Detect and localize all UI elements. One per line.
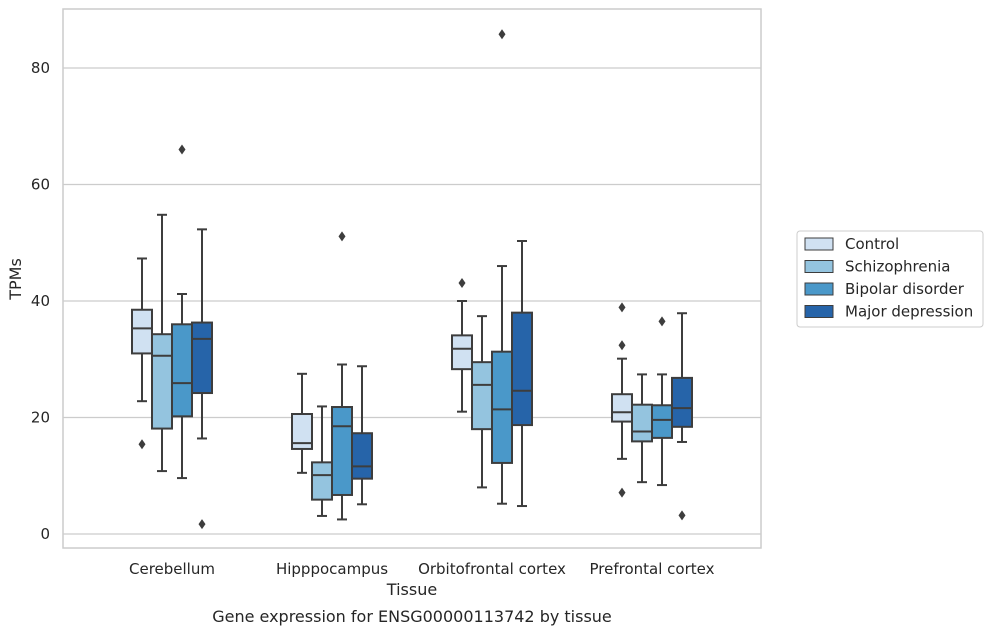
box-iqr (291, 413, 313, 450)
legend-label: Bipolar disorder (845, 280, 965, 298)
box-group (191, 228, 213, 530)
y-tick-label: 60 (31, 176, 50, 194)
outlier-point (178, 144, 186, 155)
box-group (171, 144, 193, 480)
box-group (651, 316, 673, 487)
x-tick-label: Prefrontal cortex (590, 560, 715, 578)
legend-items: Control Schizophrenia Bipolar disorder Majo… (804, 235, 973, 321)
legend-label: Major depression (845, 303, 973, 321)
y-tick-label: 20 (31, 409, 50, 427)
box-iqr (331, 406, 353, 496)
legend-label: Control (845, 235, 899, 253)
legend-swatch (804, 282, 834, 296)
y-tick-label: 80 (31, 59, 50, 77)
box-iqr (311, 461, 333, 501)
outlier-point (198, 519, 206, 530)
box-group (491, 29, 513, 505)
outlier-point (458, 277, 466, 288)
y-tick-label: 40 (31, 292, 50, 310)
x-axis-title: Tissue (386, 580, 437, 599)
box-group (611, 302, 633, 498)
boxes (131, 29, 693, 530)
plot-area-frame (62, 8, 762, 549)
box-iqr (651, 404, 673, 439)
box-iqr (131, 308, 153, 355)
box-iqr (151, 333, 173, 430)
x-tick-label: Cerebellum (129, 560, 215, 578)
box-group (671, 312, 693, 521)
legend-swatch (804, 260, 834, 273)
x-tick-label: Hipppocampus (276, 560, 388, 578)
legend-label: Schizophrenia (845, 258, 950, 276)
box-group (471, 315, 493, 489)
legend-swatch (804, 237, 834, 251)
outlier-point (618, 487, 626, 498)
outlier-point (658, 316, 666, 327)
box-iqr (671, 376, 693, 428)
grid-lines (63, 67, 761, 535)
box-iqr (451, 334, 473, 371)
legend: Control Schizophrenia Bipolar disorder Majo… (796, 230, 984, 328)
chart-caption: Gene expression for ENSG00000113742 by t… (212, 607, 612, 626)
box-group (451, 277, 473, 413)
box-group (151, 213, 173, 473)
outlier-point (618, 302, 626, 313)
y-tick-labels: 0 20 40 60 80 (31, 59, 50, 543)
box-group (511, 240, 533, 508)
outlier-point (338, 231, 346, 242)
box-iqr (611, 393, 633, 423)
box-iqr (351, 432, 373, 480)
box-iqr (471, 361, 493, 431)
box-group (291, 372, 313, 474)
outlier-point (678, 510, 686, 521)
box-group (331, 231, 353, 521)
y-axis-title: TPMs (6, 258, 25, 301)
outlier-point (498, 29, 506, 40)
y-tick-label: 0 (40, 525, 50, 543)
box-iqr (191, 321, 213, 395)
x-tick-label: Orbitofrontal cortex (418, 560, 566, 578)
box-group (311, 405, 333, 517)
box-group (351, 365, 373, 506)
legend-frame (796, 230, 984, 328)
box-iqr (631, 403, 653, 443)
box-group (131, 257, 153, 450)
box-iqr (511, 311, 533, 427)
x-tick-labels: Cerebellum Hipppocampus Orbitofrontal cort… (129, 560, 715, 578)
outlier-point (618, 340, 626, 351)
outlier-point (138, 439, 146, 450)
box-iqr (491, 350, 513, 464)
box-group (631, 373, 653, 484)
box-iqr (171, 323, 193, 418)
legend-swatch (804, 305, 834, 318)
